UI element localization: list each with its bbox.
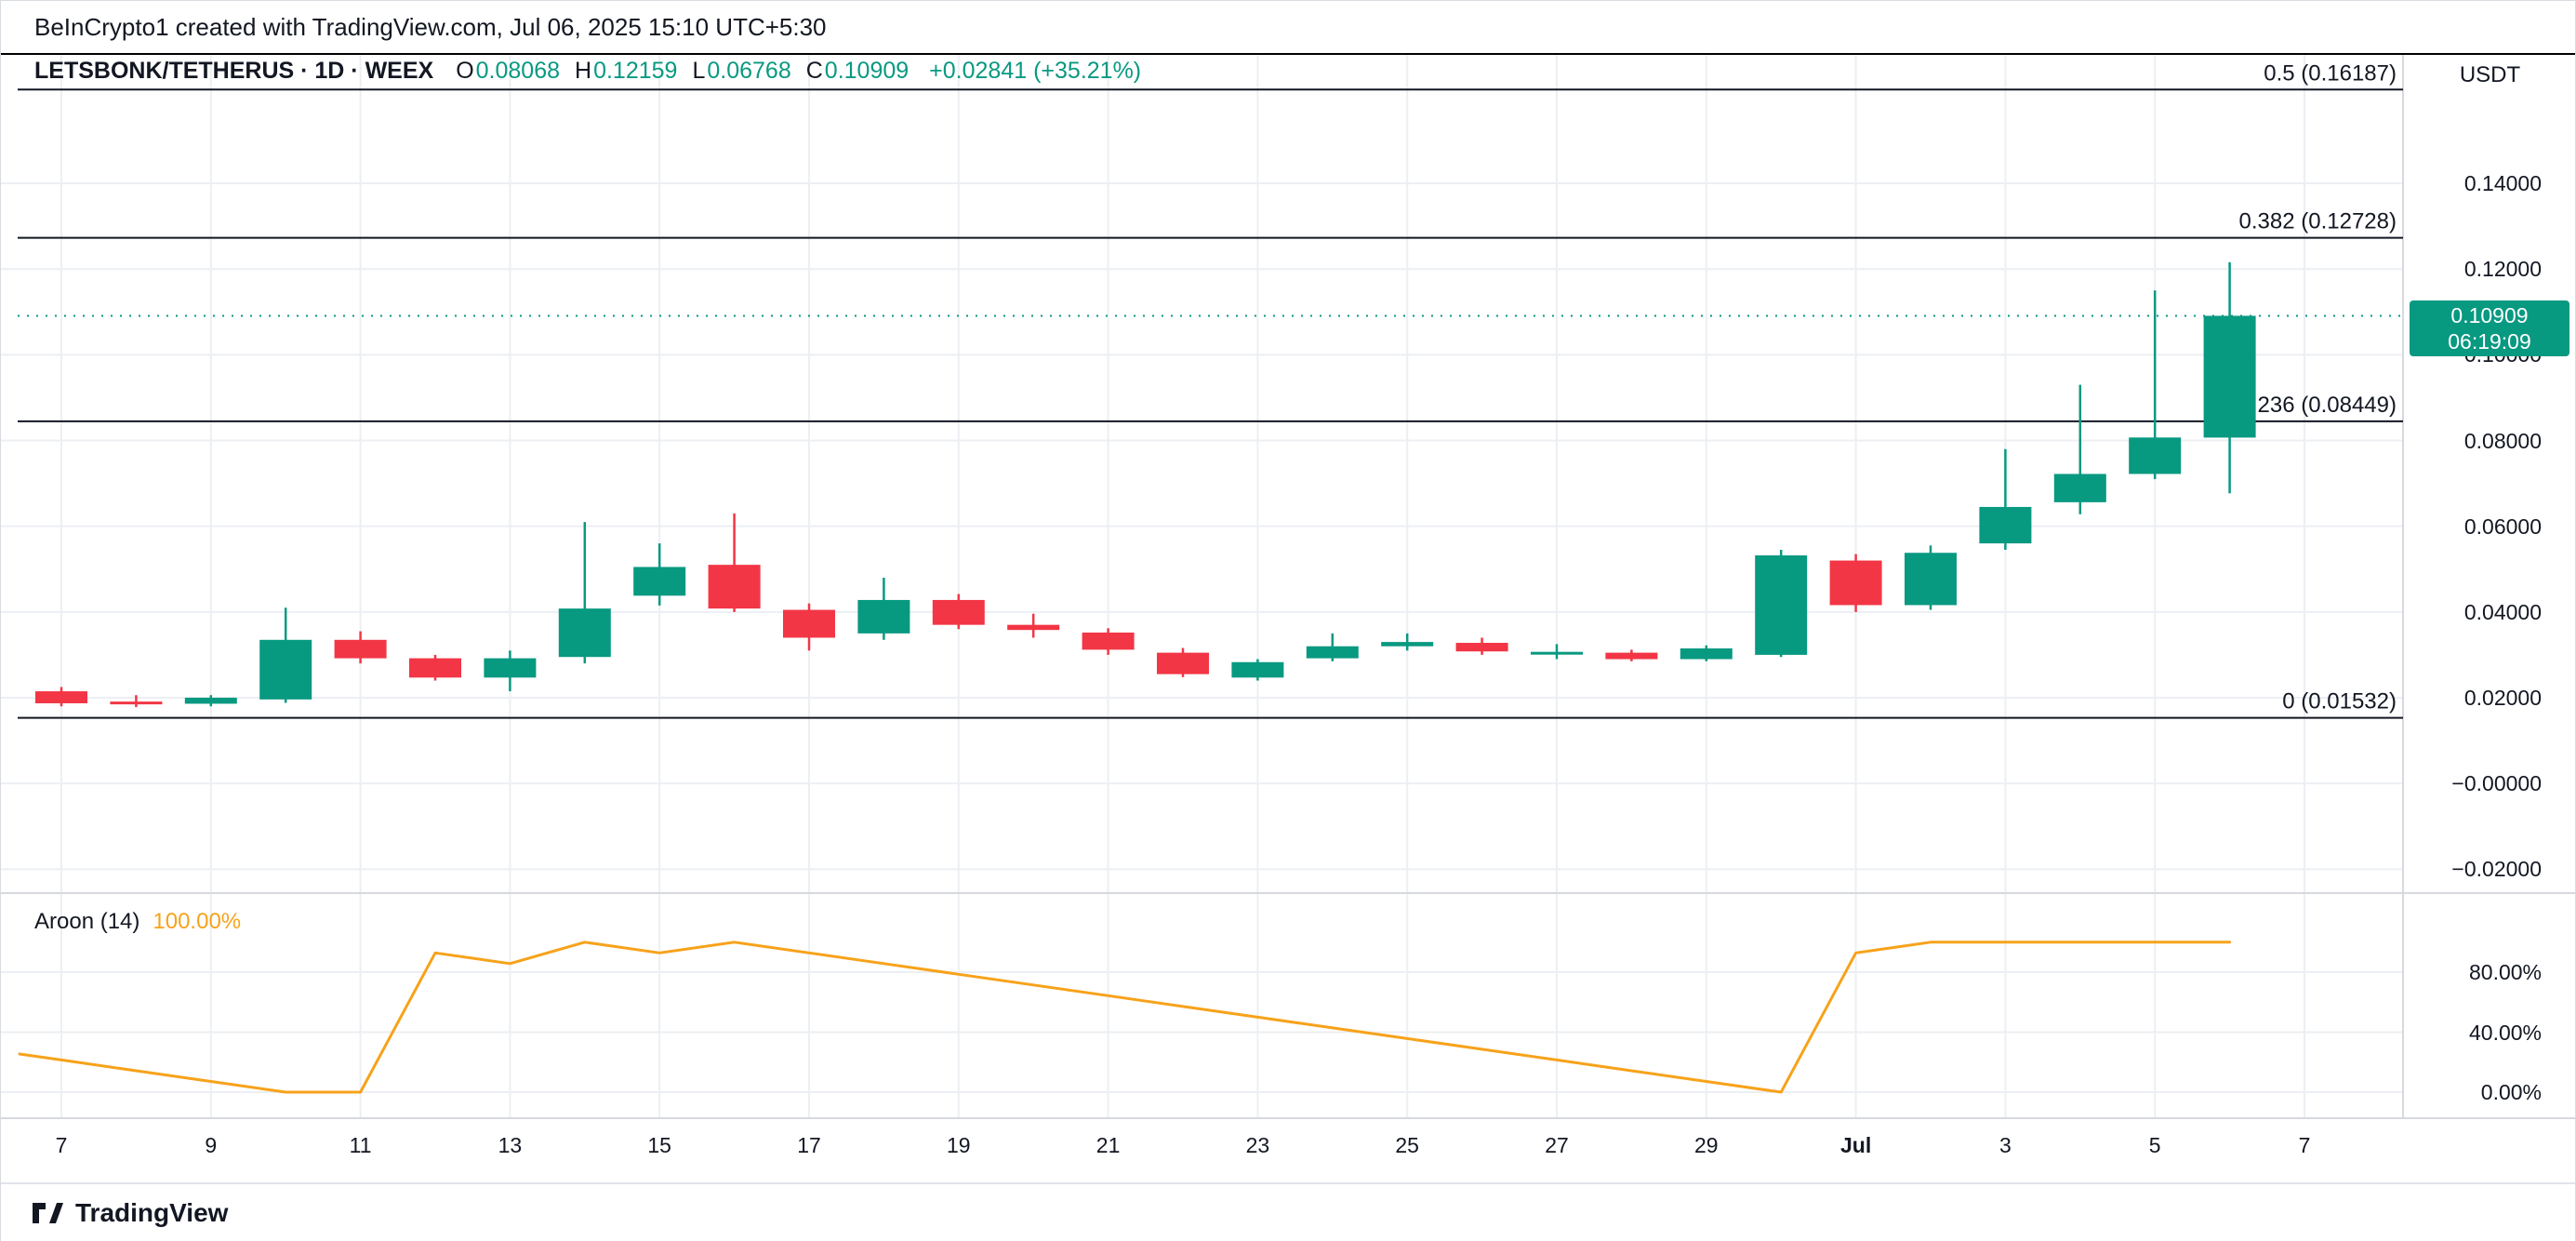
candle bbox=[259, 607, 312, 703]
candle bbox=[708, 513, 761, 612]
candle bbox=[1007, 613, 1060, 638]
open-label: O bbox=[456, 57, 474, 84]
fib-level[interactable]: 0.382 (0.12728) bbox=[18, 209, 2403, 239]
candle bbox=[484, 650, 537, 692]
attribution-text: BeInCrypto1 created with TradingView.com… bbox=[34, 12, 827, 41]
candle bbox=[558, 522, 611, 664]
close-price: 0.10909 bbox=[824, 57, 910, 84]
open-price: 0.08068 bbox=[475, 57, 561, 84]
fib-level[interactable]: 0 (0.01532) bbox=[18, 689, 2403, 719]
candle bbox=[1605, 649, 1658, 661]
close-label: C bbox=[805, 57, 823, 84]
candle bbox=[1829, 554, 1882, 612]
low-label: L bbox=[692, 57, 706, 84]
close-value: C0.10909 bbox=[806, 58, 909, 85]
bar-countdown: 06:19:09 bbox=[2448, 329, 2531, 354]
indicator-legend[interactable]: Aroon (14) 100.00% bbox=[34, 909, 241, 935]
candle bbox=[857, 577, 910, 640]
candle bbox=[2129, 290, 2182, 479]
low-price: 0.06768 bbox=[707, 57, 791, 84]
aroon-up-line[interactable] bbox=[18, 941, 2232, 1094]
indicator-name[interactable]: Aroon (14) bbox=[34, 909, 140, 934]
candle bbox=[334, 631, 387, 664]
symbol-info-bar: LETSBONK/TETHERUS · 1D · WEEX O0.08068 H… bbox=[34, 57, 1141, 85]
candle bbox=[1306, 633, 1359, 661]
tradingview-logo-text[interactable]: TradingView bbox=[75, 1198, 229, 1227]
candle bbox=[110, 695, 163, 708]
candle bbox=[2203, 261, 2256, 494]
candle bbox=[1531, 644, 1583, 660]
fib-label: 0.382 (0.12728) bbox=[2239, 209, 2397, 234]
price-axis-unit: USDT bbox=[2459, 62, 2521, 87]
fib-label: 0.5 (0.16187) bbox=[2264, 60, 2397, 86]
fib-level[interactable]: 0.5 (0.16187) bbox=[18, 60, 2403, 91]
indicator-value: 100.00% bbox=[153, 909, 242, 934]
fib-level[interactable]: 0.236 (0.08449) bbox=[18, 393, 2403, 422]
candle bbox=[1082, 628, 1135, 655]
candle bbox=[35, 687, 87, 707]
open-value: O0.08068 bbox=[456, 58, 560, 85]
candle bbox=[184, 695, 237, 707]
tradingview-logo-icon[interactable] bbox=[31, 1200, 64, 1226]
candle bbox=[2053, 384, 2106, 514]
candle bbox=[1455, 637, 1508, 655]
candle bbox=[1680, 645, 1733, 661]
high-label: H bbox=[575, 57, 592, 84]
candle bbox=[783, 603, 835, 651]
symbol-title[interactable]: LETSBONK/TETHERUS · 1D · WEEX bbox=[34, 57, 434, 84]
candle bbox=[1979, 448, 2032, 551]
pane-separators bbox=[1, 55, 2576, 1119]
current-price-value: 0.10909 bbox=[2450, 303, 2529, 327]
fib-label: 0 (0.01532) bbox=[2282, 689, 2397, 714]
candle bbox=[932, 594, 985, 630]
candles bbox=[35, 261, 2256, 708]
current-price-label: 0.10909 06:19:09 bbox=[2410, 300, 2569, 356]
chart-canvas[interactable]: 0.5 (0.16187) 0.382 (0.12728) 0.236 (0.084… bbox=[1, 55, 2576, 1182]
high-price: 0.12159 bbox=[593, 57, 678, 84]
footer-bar: TradingView bbox=[1, 1182, 2575, 1241]
candle bbox=[1755, 550, 1808, 658]
attribution-bar: BeInCrypto1 created with TradingView.com… bbox=[1, 1, 2575, 55]
candle bbox=[409, 654, 461, 681]
fib-label: 0.236 (0.08449) bbox=[2239, 393, 2397, 418]
candle bbox=[1381, 633, 1434, 651]
candle bbox=[1231, 659, 1284, 681]
grid bbox=[1, 55, 2403, 1118]
candle bbox=[1905, 545, 1957, 610]
change-value: +0.02841 (+35.21%) bbox=[929, 57, 1142, 84]
high-value: H0.12159 bbox=[575, 58, 677, 85]
candle bbox=[633, 543, 686, 606]
low-value: L0.06768 bbox=[692, 58, 790, 85]
candle bbox=[1157, 647, 1209, 677]
